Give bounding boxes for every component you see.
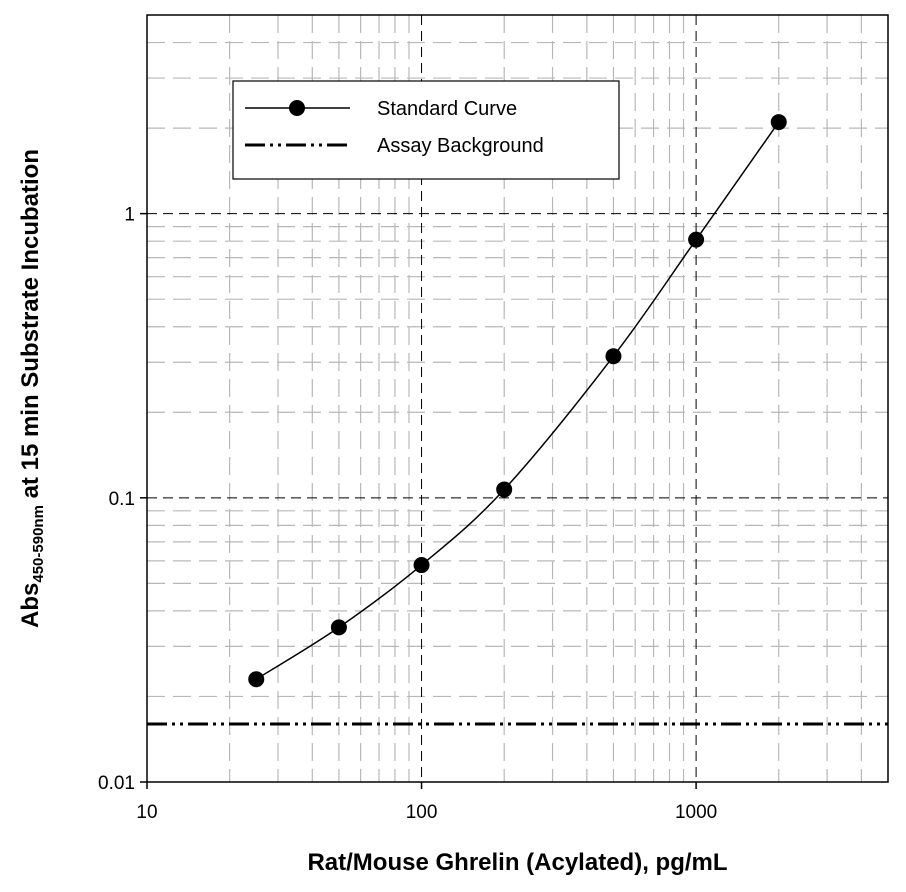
legend-standard-curve-label: Standard Curve xyxy=(377,98,517,120)
legend-assay-background-label: Assay Background xyxy=(377,135,544,157)
standard-curve-point xyxy=(413,557,430,574)
x-tick-label: 10 xyxy=(136,802,157,823)
standard-curve-point xyxy=(605,348,622,365)
standard-curve-point xyxy=(688,231,705,248)
x-axis-ticks: 10 100 1000 xyxy=(136,782,717,823)
x-axis-title: Rat/Mouse Ghrelin (Acylated), pg/mL xyxy=(307,849,727,876)
legend-box xyxy=(232,80,620,180)
standard-curve-point xyxy=(496,481,513,498)
y-axis-title: Abs450-590nm at 15 min Substrate Incubat… xyxy=(17,149,47,628)
y-axis-ticks: 0.01 0.1 1 xyxy=(98,205,147,794)
y-tick-label: 0.01 xyxy=(98,773,135,794)
legend: Standard Curve Assay Background xyxy=(232,80,620,180)
major-gridlines xyxy=(147,15,888,782)
standard-curve-point xyxy=(770,114,787,131)
plot-frame xyxy=(146,14,889,783)
x-tick-label: 100 xyxy=(406,802,438,823)
y-axis-title-main: Abs xyxy=(17,583,44,628)
y-tick-label: 1 xyxy=(124,205,135,226)
y-tick-label: 0.1 xyxy=(109,489,135,510)
series-layer xyxy=(248,114,787,688)
y-axis-title-subscript: 450-590nm xyxy=(30,505,47,583)
legend-standard-curve-marker xyxy=(289,100,305,116)
standard-curve-point xyxy=(330,619,347,636)
x-tick-label: 1000 xyxy=(675,802,717,823)
standard-curve-point xyxy=(248,671,265,688)
minor-gridlines xyxy=(147,15,888,782)
y-axis-title-rest: at 15 min Substrate Incubation xyxy=(17,149,44,505)
